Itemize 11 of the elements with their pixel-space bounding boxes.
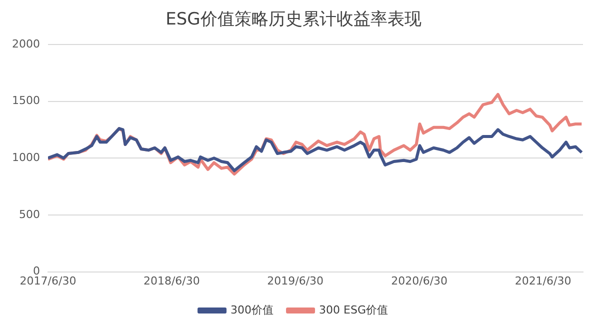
x-tick-label: 2020/6/30 [391,274,448,288]
y-tick-label: 500 [18,208,40,221]
x-tick-label: 2018/6/30 [143,274,200,288]
y-tick-label: 2000 [12,37,40,50]
y-tick-label: 1000 [12,150,40,164]
chart-title: ESG价值策略历史累计收益率表现 [166,10,422,30]
legend-label: 300 ESG价值 [319,303,388,316]
x-tick-label: 2021/6/30 [514,274,572,288]
legend-label: 300价值 [230,303,274,316]
y-tick-label: 1500 [12,94,40,108]
x-tick-label: 2019/6/30 [267,274,324,288]
